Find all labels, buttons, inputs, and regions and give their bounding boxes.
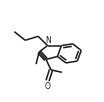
Text: N: N: [45, 36, 51, 45]
Text: O: O: [45, 82, 50, 91]
